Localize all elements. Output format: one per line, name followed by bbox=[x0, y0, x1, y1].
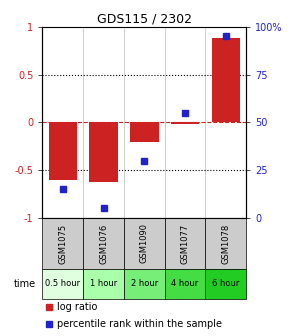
Text: 6 hour: 6 hour bbox=[212, 279, 239, 288]
Bar bbox=[42, 269, 83, 299]
Title: GDS115 / 2302: GDS115 / 2302 bbox=[97, 13, 192, 26]
Text: time: time bbox=[14, 279, 36, 289]
Bar bbox=[165, 269, 205, 299]
Bar bbox=[42, 218, 83, 269]
Text: GSM1078: GSM1078 bbox=[221, 223, 230, 263]
Bar bbox=[124, 269, 165, 299]
Bar bbox=[83, 218, 124, 269]
Text: 2 hour: 2 hour bbox=[131, 279, 158, 288]
Bar bbox=[205, 218, 246, 269]
Bar bbox=[130, 122, 159, 141]
Text: GSM1077: GSM1077 bbox=[180, 223, 190, 263]
Text: log ratio: log ratio bbox=[57, 302, 97, 312]
Bar bbox=[165, 218, 205, 269]
Text: 0.5 hour: 0.5 hour bbox=[45, 279, 80, 288]
Text: GSM1090: GSM1090 bbox=[140, 223, 149, 263]
Bar bbox=[171, 122, 199, 124]
Bar bbox=[124, 218, 165, 269]
Text: GSM1076: GSM1076 bbox=[99, 223, 108, 263]
Text: 1 hour: 1 hour bbox=[90, 279, 117, 288]
Text: 4 hour: 4 hour bbox=[171, 279, 199, 288]
Bar bbox=[49, 122, 77, 180]
Text: percentile rank within the sample: percentile rank within the sample bbox=[57, 319, 222, 329]
Bar bbox=[89, 122, 118, 182]
Bar bbox=[212, 38, 240, 122]
Text: GSM1075: GSM1075 bbox=[58, 223, 67, 263]
Bar bbox=[205, 269, 246, 299]
Bar bbox=[83, 269, 124, 299]
